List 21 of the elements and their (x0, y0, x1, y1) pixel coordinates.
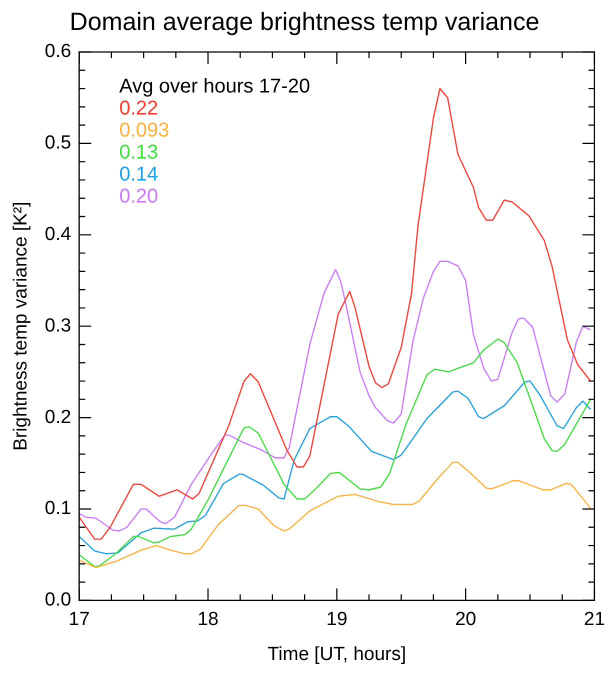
x-axis-title: Time [UT, hours] (267, 644, 406, 665)
y-axis-title: Brightness temp variance [K²] (10, 202, 32, 451)
chart-title: Domain average brightness temp variance (70, 8, 540, 36)
x-tick-label: 18 (197, 609, 219, 630)
text: 0.13 (119, 142, 158, 164)
text: 0.14 (119, 164, 158, 186)
y-tick-label: 0.2 (44, 406, 72, 428)
y-tick-label: 0.0 (44, 590, 72, 611)
text: 0.20 (119, 186, 158, 208)
y-tick-label: 0.6 (44, 41, 72, 62)
x-tick-label: 17 (68, 609, 90, 630)
y-tick-label: 0.3 (44, 315, 72, 336)
y-tick-label: 0.5 (44, 132, 72, 154)
text: 0.22 (119, 98, 158, 120)
legend-title: Avg over hours 17-20 (119, 76, 310, 98)
y-tick-label: 0.1 (44, 498, 72, 520)
text: 0.093 (119, 120, 170, 142)
x-tick-label: 19 (326, 609, 348, 630)
x-tick-label: 21 (584, 609, 606, 630)
y-tick-label: 0.4 (44, 224, 72, 246)
x-tick-label: 20 (455, 609, 476, 630)
